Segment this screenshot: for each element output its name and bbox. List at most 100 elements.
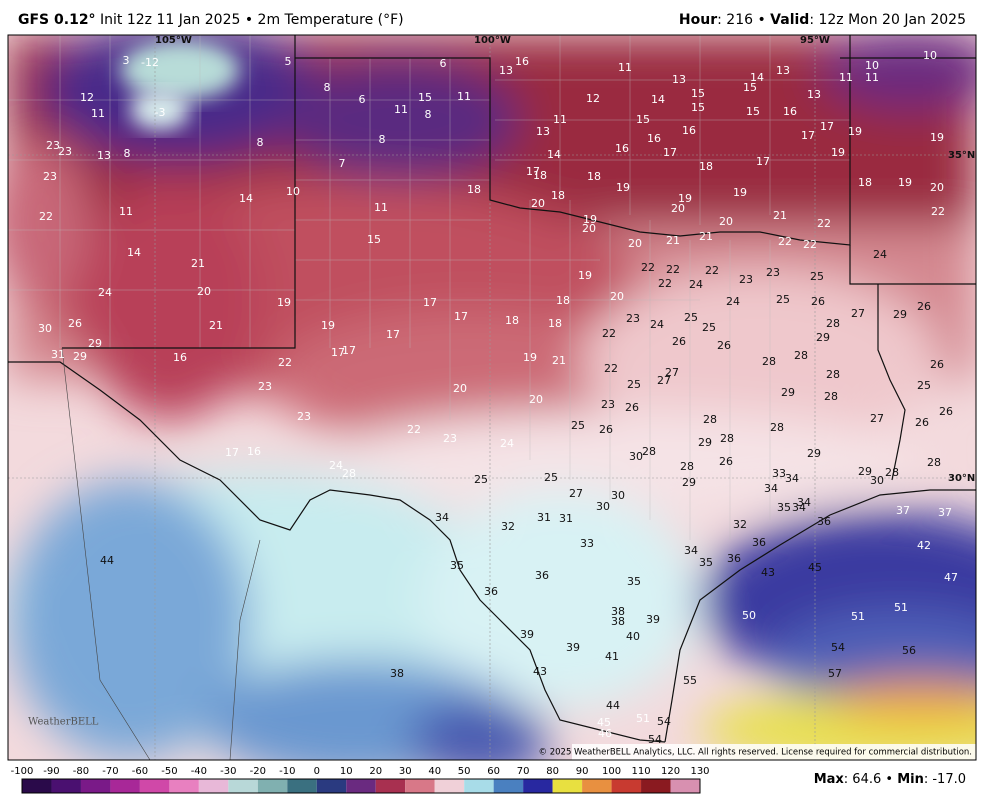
- station-temperature: 18: [467, 183, 481, 196]
- station-temperature: 35: [450, 559, 464, 572]
- station-temperature: 34: [435, 511, 449, 524]
- station-temperature: 25: [810, 270, 824, 283]
- station-temperature: 13: [499, 64, 513, 77]
- colorbar-tick-label: 110: [631, 766, 650, 777]
- station-temperature: 22: [39, 210, 53, 223]
- colorbar-tick-label: -80: [73, 766, 89, 777]
- station-temperature: 35: [699, 556, 713, 569]
- station-temperature: 19: [523, 351, 537, 364]
- station-temperature: 46: [598, 727, 612, 740]
- station-temperature: 18: [699, 160, 713, 173]
- station-temperature: 30: [870, 474, 884, 487]
- station-temperature: 11: [457, 90, 471, 103]
- station-temperature: 8: [324, 81, 331, 94]
- station-temperature: 17: [454, 310, 468, 323]
- colorbar-segment: [257, 779, 288, 793]
- model: GFS 0.12°: [18, 12, 96, 28]
- station-temperature: 24: [873, 248, 887, 261]
- station-temperature: 16: [783, 105, 797, 118]
- station-temperature: 28: [680, 460, 694, 473]
- station-temperature: 43: [533, 665, 547, 678]
- station-temperature: 22: [803, 238, 817, 251]
- header-left: GFS 0.12° Init 12z 11 Jan 2025 • 2m Temp…: [18, 12, 404, 28]
- station-temperature: 10: [286, 185, 300, 198]
- station-temperature: 23: [626, 312, 640, 325]
- station-temperature: 29: [858, 465, 872, 478]
- station-temperature: 30: [38, 322, 52, 335]
- min: : -17.0: [924, 772, 966, 787]
- station-temperature: 11: [394, 103, 408, 116]
- station-temperature: 57: [828, 667, 842, 680]
- station-temperature: 38: [611, 615, 625, 628]
- station-temperature: 20: [582, 222, 596, 235]
- station-temperature: 19: [578, 269, 592, 282]
- station-temperature: 55: [683, 674, 697, 687]
- station-temperature: 22: [931, 205, 945, 218]
- station-temperature: 25: [684, 311, 698, 324]
- copyright: © 2025 WeatherBELL Analytics, LLC. All r…: [539, 748, 972, 758]
- station-temperature: 31: [559, 512, 573, 525]
- station-temperature: 28: [826, 368, 840, 381]
- station-temperature: 30: [611, 489, 625, 502]
- footer: Max: 64.6 • Min: -17.0: [814, 772, 966, 787]
- station-temperature: 23: [443, 432, 457, 445]
- colorbar-segment: [110, 779, 140, 793]
- station-temperature: 26: [599, 423, 613, 436]
- station-temperature: 33: [580, 537, 594, 550]
- station-temperature: 11: [119, 205, 133, 218]
- station-temperature: 8: [257, 136, 264, 149]
- station-temperature: 23: [46, 139, 60, 152]
- station-temperature: 33: [772, 467, 786, 480]
- station-temperature: 36: [535, 569, 549, 582]
- station-temperature: 20: [671, 202, 685, 215]
- station-temperature: 24: [500, 437, 514, 450]
- station-temperature: 20: [197, 285, 211, 298]
- station-temperature: 23: [58, 145, 72, 158]
- colorbar-segment: [80, 779, 111, 793]
- station-temperature: 26: [717, 339, 731, 352]
- station-temperature: 22: [778, 235, 792, 248]
- station-temperature: 27: [569, 487, 583, 500]
- station-temperature: 26: [68, 317, 82, 330]
- station-temperature: 29: [682, 476, 696, 489]
- station-temperature: 56: [902, 644, 916, 657]
- station-temperature: 11: [839, 71, 853, 84]
- counties: [8, 35, 850, 540]
- station-temperature: 18: [551, 189, 565, 202]
- colorbar-tick-label: 120: [661, 766, 680, 777]
- colorbar-tick-label: 90: [576, 766, 589, 777]
- station-temperature: 17: [663, 146, 677, 159]
- lon-label: 105°W: [155, 35, 192, 46]
- station-temperature: 51: [636, 712, 650, 725]
- station-temperature: 32: [733, 518, 747, 531]
- station-temperature: 19: [321, 319, 335, 332]
- station-temperature: 10: [865, 59, 879, 72]
- station-temperature: 39: [566, 641, 580, 654]
- station-temperature: 13: [97, 149, 111, 162]
- station-temperature: 19: [848, 125, 862, 138]
- station-temperature: 51: [851, 610, 865, 623]
- station-temperature: 24: [329, 459, 343, 472]
- station-temperature: 20: [628, 237, 642, 250]
- station-temperature: 3: [123, 54, 130, 67]
- hour: : 216 •: [717, 12, 770, 28]
- colorbar-segment: [22, 779, 52, 793]
- colorbar-segment: [346, 779, 376, 793]
- station-temperature: 36: [484, 585, 498, 598]
- station-temperature: 28: [720, 432, 734, 445]
- station-temperature: 36: [752, 536, 766, 549]
- station-temperature: 22: [602, 327, 616, 340]
- colorbar-tick-label: 10: [340, 766, 353, 777]
- station-temperature: 16: [247, 445, 261, 458]
- lon-label: 95°W: [800, 35, 830, 46]
- station-temperature: 29: [698, 436, 712, 449]
- logo: WeatherBELL: [28, 717, 99, 728]
- colorbar-segment: [464, 779, 494, 793]
- station-temperature: 19: [930, 131, 944, 144]
- station-temperature: 28: [770, 421, 784, 434]
- station-temperature: 11: [865, 71, 879, 84]
- station-temperature: 25: [474, 473, 488, 486]
- station-temperature: 15: [636, 113, 650, 126]
